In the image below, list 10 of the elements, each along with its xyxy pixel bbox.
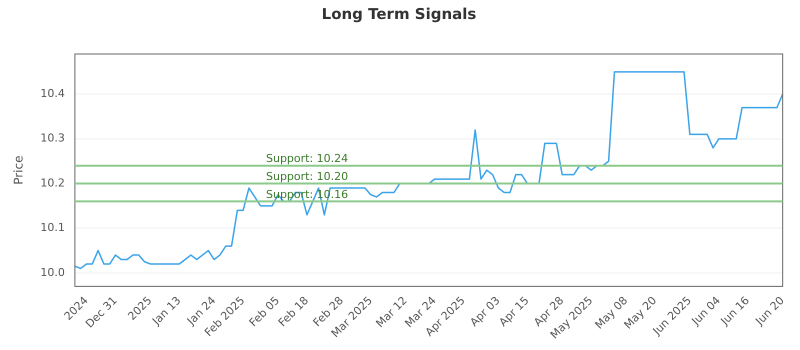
y-tick-label: 10.3 (40, 132, 65, 145)
chart-title: Long Term Signals (322, 4, 476, 23)
y-tick-label: 10.0 (40, 266, 65, 279)
ref-line-label: Support: 10.20 (266, 170, 348, 183)
y-tick-label: 10.2 (40, 176, 65, 190)
y-axis-title: Price (11, 156, 26, 185)
y-tick-label: 10.4 (40, 87, 65, 100)
y-tick-label: 10.1 (40, 221, 65, 234)
ref-line-label: Support: 10.24 (266, 152, 348, 166)
x-tick-label: Jun 20 (752, 294, 787, 328)
